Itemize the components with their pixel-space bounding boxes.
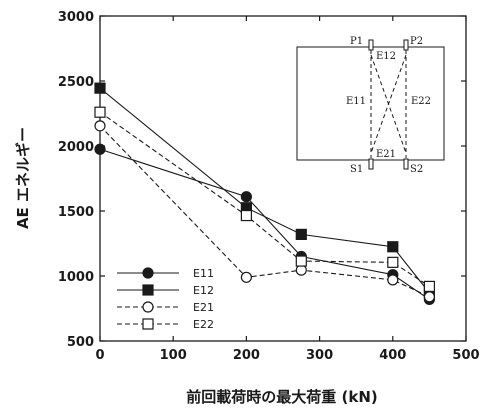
- inset-corner-label: P2: [410, 36, 423, 47]
- legend-marker-e21: [142, 301, 154, 313]
- x-tick-label: 200: [233, 348, 260, 363]
- legend-marker-e22: [142, 318, 154, 330]
- inset-specimen-diagram: P1 P2 S1 S2 E12 E11 E22 E21: [296, 36, 445, 175]
- point-e21: [423, 291, 435, 303]
- legend-marker-e11: [142, 267, 154, 279]
- point-e22: [94, 106, 106, 118]
- legend: E11 E12 E21 E22: [117, 267, 214, 331]
- sensor-marker: [403, 158, 409, 170]
- y-tick-label: 500: [67, 335, 94, 350]
- y-tick-label: 2000: [58, 140, 94, 155]
- inset-path: [370, 54, 407, 154]
- inset-sensor-label: E21: [376, 149, 396, 160]
- x-axis-title: 前回載荷時の最大荷重 (kN): [186, 388, 377, 406]
- x-tick-label: 0: [95, 348, 104, 363]
- inset-sensor-label: E12: [376, 51, 396, 62]
- series-e22: [94, 106, 435, 292]
- sensor-marker: [368, 158, 374, 170]
- axes: 0 100 200 300 400 500 500 1000 1500 2000 2500 3000: [58, 10, 480, 363]
- sensor-marker: [368, 39, 374, 51]
- sensor-marker: [403, 39, 409, 51]
- x-tick-label: 500: [452, 348, 479, 363]
- series-e21: [94, 120, 435, 303]
- inset-corner-label: S1: [350, 164, 363, 175]
- point-e22: [295, 255, 307, 267]
- point-e12: [387, 241, 399, 253]
- inset-corner-label: P1: [350, 36, 363, 47]
- y-axis-title: AE エネルギー: [14, 127, 32, 229]
- y-tick-label: 1500: [58, 205, 94, 220]
- point-e11: [94, 143, 106, 155]
- point-e21: [295, 264, 307, 276]
- point-e11: [240, 191, 252, 203]
- legend-label-e21: E21: [193, 301, 214, 314]
- legend-label-e11: E11: [193, 267, 214, 280]
- series-layer: [94, 82, 435, 305]
- point-e12: [94, 82, 106, 94]
- point-e21: [240, 271, 252, 283]
- x-tick-label: 100: [160, 348, 187, 363]
- y-tick-label: 2500: [58, 75, 94, 90]
- x-tick-label: 300: [306, 348, 333, 363]
- point-e12: [295, 228, 307, 240]
- legend-label-e22: E22: [193, 318, 214, 331]
- legend-label-e12: E12: [193, 284, 214, 297]
- series-e11: [94, 143, 435, 305]
- point-e22: [240, 209, 252, 222]
- y-tick-label: 3000: [58, 10, 94, 25]
- point-e21: [94, 120, 106, 132]
- inset-sensor-label: E11: [346, 96, 366, 107]
- legend-marker-e12: [142, 284, 154, 296]
- x-tick-label: 400: [379, 348, 406, 363]
- point-e22: [423, 280, 435, 292]
- point-e22: [387, 256, 399, 268]
- inset-corner-label: S2: [410, 164, 423, 175]
- y-tick-label: 1000: [58, 270, 94, 285]
- point-e21: [387, 274, 399, 286]
- plot-frame: [99, 15, 467, 342]
- inset-sensor-label: E22: [411, 96, 431, 107]
